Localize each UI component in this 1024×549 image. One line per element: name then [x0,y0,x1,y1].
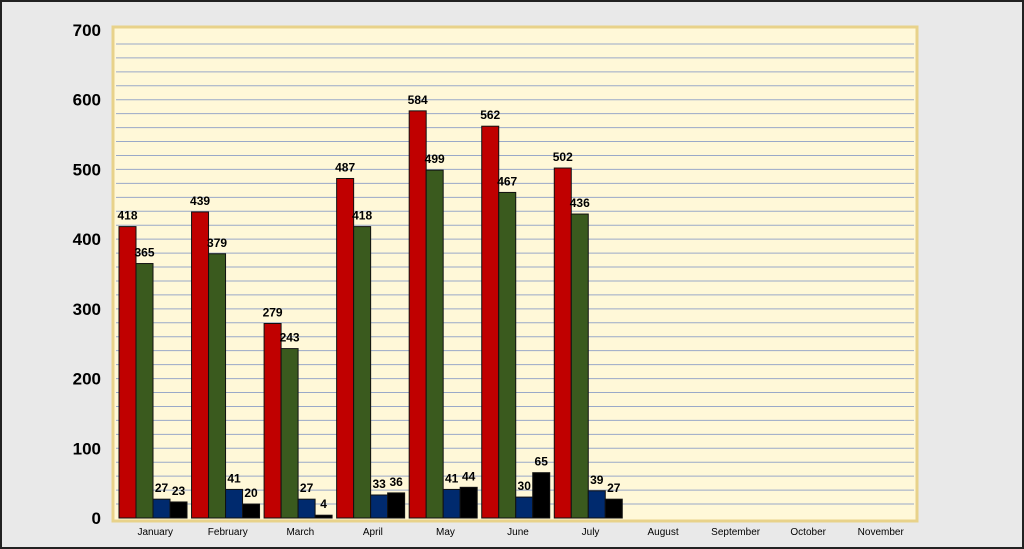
y-tick-label: 400 [73,230,101,249]
bar [532,472,551,519]
bar [459,486,478,519]
x-tick-label: April [363,527,383,538]
bar [208,253,227,519]
data-label: 487 [335,160,355,174]
y-axis: 0 100 200 300 400 500 600 700 [73,21,101,528]
bar [191,211,210,519]
bar [242,503,261,519]
data-label: 36 [389,475,403,489]
data-label: 44 [462,469,476,483]
x-tick-label: August [648,527,679,538]
data-label: 65 [535,455,549,469]
bars [118,110,623,519]
data-label: 499 [425,152,445,166]
y-tick-label: 100 [73,439,101,458]
bar [263,322,282,519]
bar [553,167,572,519]
data-label: 365 [134,246,154,260]
data-label: 33 [372,477,386,491]
data-label: 584 [408,93,428,107]
data-label: 41 [445,471,459,485]
bar [481,125,500,519]
data-label: 562 [480,108,500,122]
bar [135,263,154,519]
x-tick-label: June [507,527,529,538]
bar [570,213,589,519]
bar [336,177,355,519]
y-tick-label: 700 [73,21,101,40]
bar [604,498,623,519]
data-label: 41 [227,471,241,485]
bar [297,498,316,519]
bar [314,514,333,519]
x-tick-label: May [436,527,455,538]
bar [280,348,299,519]
x-tick-label: March [286,527,314,538]
bar [587,490,606,519]
bar [498,191,517,519]
data-label: 439 [190,194,210,208]
data-label: 39 [590,473,604,487]
x-tick-label: February [208,527,248,538]
bar [370,494,389,519]
x-tick-label: July [582,527,600,538]
data-label: 379 [207,236,227,250]
bar [515,496,534,519]
bar [442,488,461,519]
x-axis: January February March April May June July Augu… [137,527,904,538]
bar [425,169,444,519]
data-label: 467 [497,174,517,188]
data-label: 418 [352,209,372,223]
bar [353,226,372,519]
data-label: 27 [607,481,621,495]
bar [152,498,171,519]
y-tick-label: 600 [73,91,101,110]
bar [387,492,406,519]
x-tick-label: October [790,527,826,538]
y-tick-label: 0 [92,509,101,528]
data-label: 279 [263,305,283,319]
x-tick-label: September [711,527,761,538]
data-label: 27 [155,481,169,495]
bar [118,226,137,519]
data-label: 4 [320,497,327,511]
data-label: 436 [570,196,590,210]
bar [408,110,427,519]
bar [225,488,244,519]
x-tick-label: November [858,527,905,538]
data-label: 20 [244,486,258,500]
data-label: 27 [300,481,314,495]
x-tick-label: January [137,527,173,538]
data-label: 23 [172,484,186,498]
data-label: 418 [117,209,137,223]
data-label: 243 [280,331,300,345]
data-label: 30 [518,479,532,493]
data-label: 502 [553,150,573,164]
y-tick-label: 500 [73,160,101,179]
bar [169,501,188,519]
y-tick-label: 300 [73,300,101,319]
y-tick-label: 200 [73,370,101,389]
